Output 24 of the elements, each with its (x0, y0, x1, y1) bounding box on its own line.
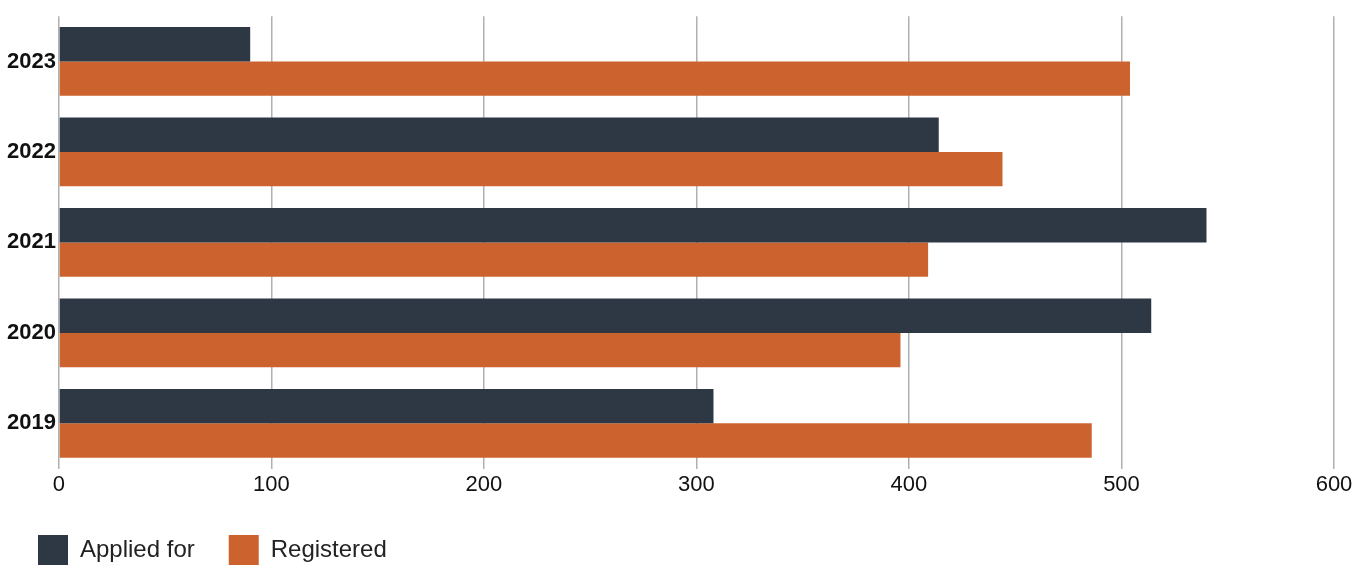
x-tick-label: 400 (890, 470, 928, 496)
y-tick-label: 2020 (6, 318, 56, 344)
bar (59, 388, 714, 424)
x-tick-label: 600 (1315, 470, 1353, 496)
bar (59, 151, 1003, 187)
bar (59, 242, 929, 277)
x-tick-label: 100 (253, 470, 290, 496)
bar (59, 298, 1152, 333)
bar (59, 117, 939, 152)
y-tick-label: 2023 (6, 47, 56, 73)
y-tick-label: 2021 (6, 228, 56, 254)
y-tick-label: 2022 (6, 137, 56, 163)
legend-label: Applied for (80, 534, 195, 562)
x-tick-label: 500 (1103, 470, 1140, 496)
y-tick-label: 2019 (6, 409, 56, 435)
bar (59, 208, 1207, 243)
x-tick-label: 300 (678, 470, 715, 496)
bar (59, 423, 1092, 458)
x-tick-label: 200 (465, 470, 503, 496)
bar (59, 61, 1130, 96)
bar (59, 27, 251, 62)
x-tick-label: 0 (52, 470, 66, 496)
legend-label: Registered (270, 534, 387, 562)
bar (59, 332, 901, 368)
